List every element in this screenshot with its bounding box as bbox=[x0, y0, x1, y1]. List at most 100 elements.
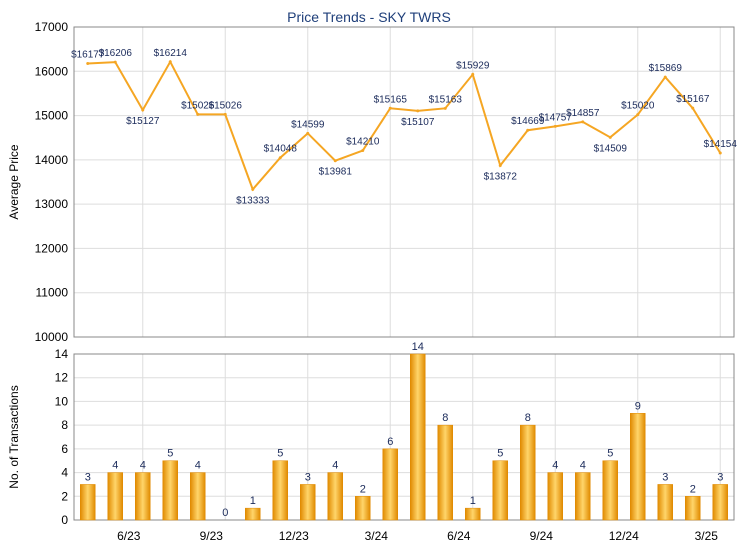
price-point bbox=[361, 149, 365, 153]
volume-data-label: 14 bbox=[412, 341, 424, 353]
volume-data-label: 4 bbox=[112, 460, 118, 472]
price-point bbox=[388, 106, 392, 110]
price-data-label: $16214 bbox=[154, 48, 188, 59]
volume-bar bbox=[355, 496, 371, 521]
price-point bbox=[553, 124, 557, 128]
x-tick-label: 12/24 bbox=[609, 529, 639, 543]
x-tick-label: 6/23 bbox=[117, 529, 141, 543]
volume-bar bbox=[437, 424, 453, 521]
price-plot-frame bbox=[73, 26, 735, 338]
price-point bbox=[471, 72, 475, 76]
price-point bbox=[251, 187, 255, 191]
price-data-label: $14599 bbox=[291, 119, 325, 130]
price-point bbox=[141, 108, 145, 112]
price-point bbox=[306, 131, 310, 135]
price-data-label: $16206 bbox=[99, 48, 133, 59]
volume-bar bbox=[630, 413, 646, 521]
price-point bbox=[526, 128, 530, 132]
price-point bbox=[416, 109, 420, 113]
price-point bbox=[86, 61, 90, 65]
volume-data-label: 4 bbox=[195, 460, 201, 472]
price-data-label: $15165 bbox=[374, 94, 408, 105]
volume-data-label: 2 bbox=[690, 483, 696, 495]
price-y-tick-label: 14000 bbox=[35, 153, 69, 167]
volume-y-tick-label: 6 bbox=[61, 442, 68, 456]
volume-data-label: 8 bbox=[442, 412, 448, 424]
volume-data-label: 3 bbox=[717, 471, 723, 483]
volume-data-label: 3 bbox=[85, 471, 91, 483]
price-point bbox=[663, 75, 667, 79]
price-point bbox=[113, 60, 117, 64]
volume-bar bbox=[602, 460, 618, 521]
volume-bar bbox=[685, 496, 701, 521]
price-data-label: $15020 bbox=[621, 101, 655, 112]
volume-bar bbox=[272, 460, 288, 521]
x-tick-label: 3/25 bbox=[695, 529, 719, 543]
volume-bar bbox=[712, 484, 728, 521]
volume-bar bbox=[80, 484, 96, 521]
chart-title: Price Trends - SKY TWRS bbox=[287, 9, 451, 25]
price-point bbox=[333, 159, 337, 163]
price-y-tick-label: 16000 bbox=[35, 64, 69, 78]
volume-data-label: 3 bbox=[662, 471, 668, 483]
x-tick-label: 9/24 bbox=[530, 529, 554, 543]
price-data-label: $15929 bbox=[456, 60, 490, 71]
price-data-label: $15026 bbox=[209, 100, 243, 111]
volume-y-tick-label: 0 bbox=[61, 513, 68, 527]
price-point bbox=[168, 60, 172, 64]
price-data-label: $14154 bbox=[704, 139, 738, 150]
volume-data-label: 9 bbox=[635, 400, 641, 412]
price-y-tick-label: 12000 bbox=[35, 241, 69, 255]
volume-data-label: 2 bbox=[360, 483, 366, 495]
price-point bbox=[196, 112, 200, 116]
price-data-label: $14857 bbox=[566, 108, 600, 119]
price-y-tick-label: 11000 bbox=[36, 286, 69, 300]
price-data-label: $15127 bbox=[126, 116, 160, 127]
price-data-label: $15026 bbox=[181, 100, 215, 111]
price-data-label: $14509 bbox=[594, 143, 628, 154]
price-point bbox=[691, 106, 695, 110]
volume-data-label: 5 bbox=[497, 448, 503, 460]
volume-data-label: 0 bbox=[222, 507, 228, 519]
price-y-tick-label: 15000 bbox=[35, 109, 69, 123]
volume-bar bbox=[382, 448, 398, 521]
volume-data-label: 5 bbox=[167, 448, 173, 460]
price-point bbox=[581, 120, 585, 124]
price-y-axis-label: Average Price bbox=[7, 144, 21, 219]
price-point bbox=[443, 106, 447, 110]
volume-bar bbox=[300, 484, 316, 521]
volume-bar bbox=[547, 472, 563, 521]
volume-bar bbox=[657, 484, 673, 521]
volume-bar bbox=[465, 507, 481, 521]
x-tick-label: 9/23 bbox=[200, 529, 224, 543]
volume-bar bbox=[492, 460, 508, 521]
price-data-label: $13333 bbox=[236, 195, 270, 206]
price-point bbox=[608, 135, 612, 139]
volume-bar bbox=[190, 472, 206, 521]
volume-y-tick-label: 4 bbox=[61, 466, 68, 480]
price-y-tick-label: 17000 bbox=[35, 20, 69, 34]
x-tick-label: 12/23 bbox=[279, 529, 309, 543]
price-point bbox=[278, 156, 282, 160]
price-y-tick-label: 10000 bbox=[35, 330, 69, 344]
volume-bar bbox=[162, 460, 178, 521]
volume-bar bbox=[245, 507, 261, 521]
price-data-label: $14210 bbox=[346, 137, 380, 148]
volume-y-tick-label: 2 bbox=[61, 489, 68, 503]
volume-data-label: 3 bbox=[305, 471, 311, 483]
volume-y-tick-label: 10 bbox=[55, 394, 69, 408]
volume-y-axis-label: No. of Transactions bbox=[7, 385, 21, 488]
price-data-label: $15107 bbox=[401, 117, 435, 128]
volume-bar bbox=[410, 353, 426, 521]
volume-bar bbox=[327, 472, 343, 521]
price-data-label: $15163 bbox=[429, 94, 463, 105]
price-point bbox=[223, 112, 227, 116]
price-data-label: $16177 bbox=[71, 49, 105, 60]
x-tick-label: 3/24 bbox=[365, 529, 389, 543]
volume-y-tick-label: 14 bbox=[55, 347, 69, 361]
price-data-label: $15869 bbox=[649, 63, 683, 74]
volume-bar bbox=[135, 472, 151, 521]
price-data-label: $14048 bbox=[264, 144, 298, 155]
